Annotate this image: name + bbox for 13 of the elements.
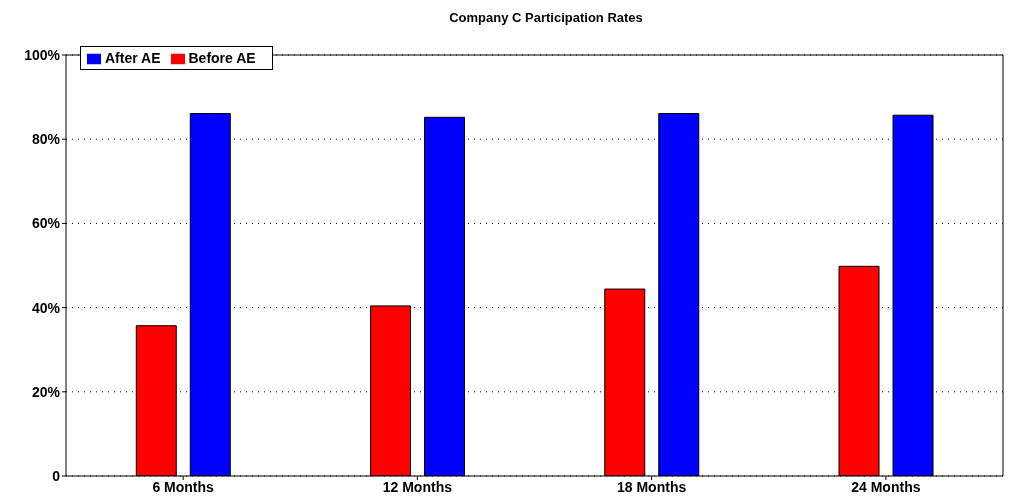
- x-tick-label: 18 Months: [617, 478, 687, 495]
- y-tick-label: 60%: [31, 215, 61, 232]
- legend-label: After AE: [105, 50, 161, 66]
- y-tick-label: 40%: [31, 299, 61, 316]
- y-tick-label: 80%: [31, 131, 61, 148]
- x-tick-label: 24 Months: [851, 478, 921, 495]
- x-tick-label: 6 Months: [152, 478, 215, 495]
- y-tick-label: 20%: [31, 383, 61, 400]
- y-tick-label: 100%: [24, 46, 61, 63]
- y-tick-label: 0: [52, 467, 61, 484]
- x-tick-label: 12 Months: [382, 478, 453, 495]
- legend-label: Before AE: [188, 50, 256, 66]
- chart-title: Company C Participation Rates: [449, 10, 643, 25]
